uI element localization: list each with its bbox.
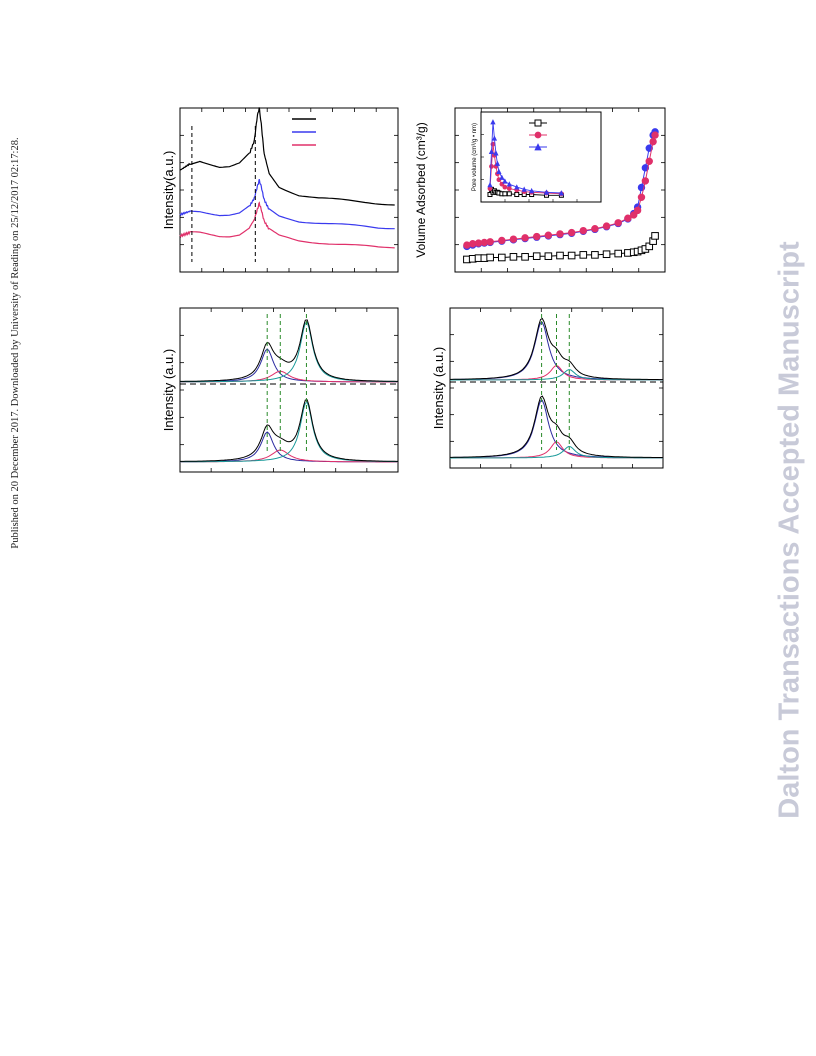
inset-legend <box>529 119 547 151</box>
data-point <box>651 131 659 139</box>
legend <box>292 118 316 146</box>
data-point <box>649 137 657 146</box>
data-point <box>496 168 502 174</box>
data-point <box>556 230 564 238</box>
data-point <box>499 174 505 180</box>
data-point <box>602 222 611 230</box>
data-point <box>506 191 512 197</box>
data-point <box>645 242 654 251</box>
plot-frame <box>179 107 399 273</box>
inset-y-label: Pore volume (cm³/g • nm) <box>472 123 478 191</box>
data-point <box>533 232 541 241</box>
data-point <box>567 228 576 237</box>
data-point <box>591 251 599 259</box>
data-point <box>641 177 650 185</box>
envelope-line <box>450 317 663 381</box>
published-note: Published on 20 December 2017. Downloade… <box>10 137 21 549</box>
data-point <box>488 148 495 154</box>
data-point <box>502 191 508 197</box>
inset-plot: Pore volume (cm³/g • nm) <box>472 111 602 203</box>
xps-left-chart: Intensity (a.u.) <box>161 307 399 473</box>
data-point <box>645 144 653 152</box>
data-point <box>486 253 494 262</box>
data-point <box>579 226 587 235</box>
data-point <box>591 224 599 233</box>
data-point <box>567 251 576 260</box>
data-point <box>502 178 508 184</box>
xrd-series-line <box>179 107 395 206</box>
data-point <box>502 184 508 190</box>
data-point <box>487 182 493 188</box>
data-point <box>498 253 506 262</box>
data-point <box>534 119 542 127</box>
y-axis-label: Intensity(a.u.) <box>161 151 176 230</box>
data-point <box>521 253 529 261</box>
bet-chart: Volume Adsorbed (cm³/g) Pore volume (cm³… <box>414 107 666 273</box>
data-point <box>641 164 650 172</box>
data-point <box>544 252 553 260</box>
y-axis-label: Volume Adsorbed (cm³/g) <box>414 122 428 257</box>
data-point <box>579 251 588 259</box>
envelope-line <box>180 399 398 462</box>
data-point <box>532 252 541 260</box>
data-point <box>556 251 564 260</box>
data-point <box>506 181 512 187</box>
fit-component <box>180 321 398 383</box>
data-point <box>486 238 494 246</box>
data-point <box>645 157 653 165</box>
data-point <box>624 214 632 222</box>
plot-frame <box>179 307 399 473</box>
y-axis-label: Intensity (a.u.) <box>161 349 176 431</box>
fit-component <box>450 445 663 459</box>
data-point <box>534 143 542 151</box>
y-axis-label: Intensity (a.u.) <box>431 347 446 429</box>
data-point <box>633 206 642 215</box>
data-point <box>558 190 565 196</box>
data-point <box>528 187 535 194</box>
watermark-text: Dalton Transactions Accepted Manuscript <box>773 240 806 819</box>
data-point <box>521 234 529 242</box>
data-point <box>637 193 646 201</box>
data-point <box>489 164 494 169</box>
xrd-chart: Intensity(a.u.) <box>161 107 399 273</box>
data-point <box>490 119 496 125</box>
data-point <box>651 232 659 240</box>
data-point <box>491 135 498 141</box>
data-point <box>494 160 501 166</box>
inset-frame <box>480 111 602 203</box>
xrd-series-line <box>179 201 395 249</box>
xps-right-chart: Intensity (a.u.) <box>431 307 664 469</box>
data-point <box>544 231 553 239</box>
data-point <box>493 150 499 156</box>
data-point <box>498 236 506 245</box>
data-point <box>614 249 622 258</box>
envelope-line <box>450 395 664 459</box>
data-point <box>614 219 622 227</box>
data-point <box>543 189 550 195</box>
data-point <box>509 253 518 261</box>
data-point <box>514 192 520 198</box>
fit-component <box>180 348 398 383</box>
data-point <box>509 235 518 243</box>
data-point <box>506 186 512 191</box>
data-point <box>521 186 527 192</box>
envelope-line <box>180 319 398 382</box>
data-point <box>514 184 520 190</box>
watermark-container: Dalton Transactions Accepted Manuscript <box>770 222 810 837</box>
data-point <box>534 131 542 139</box>
fit-component <box>180 401 398 463</box>
xrd-series-line <box>179 179 395 230</box>
fit-component <box>180 431 398 463</box>
data-point <box>602 250 611 259</box>
